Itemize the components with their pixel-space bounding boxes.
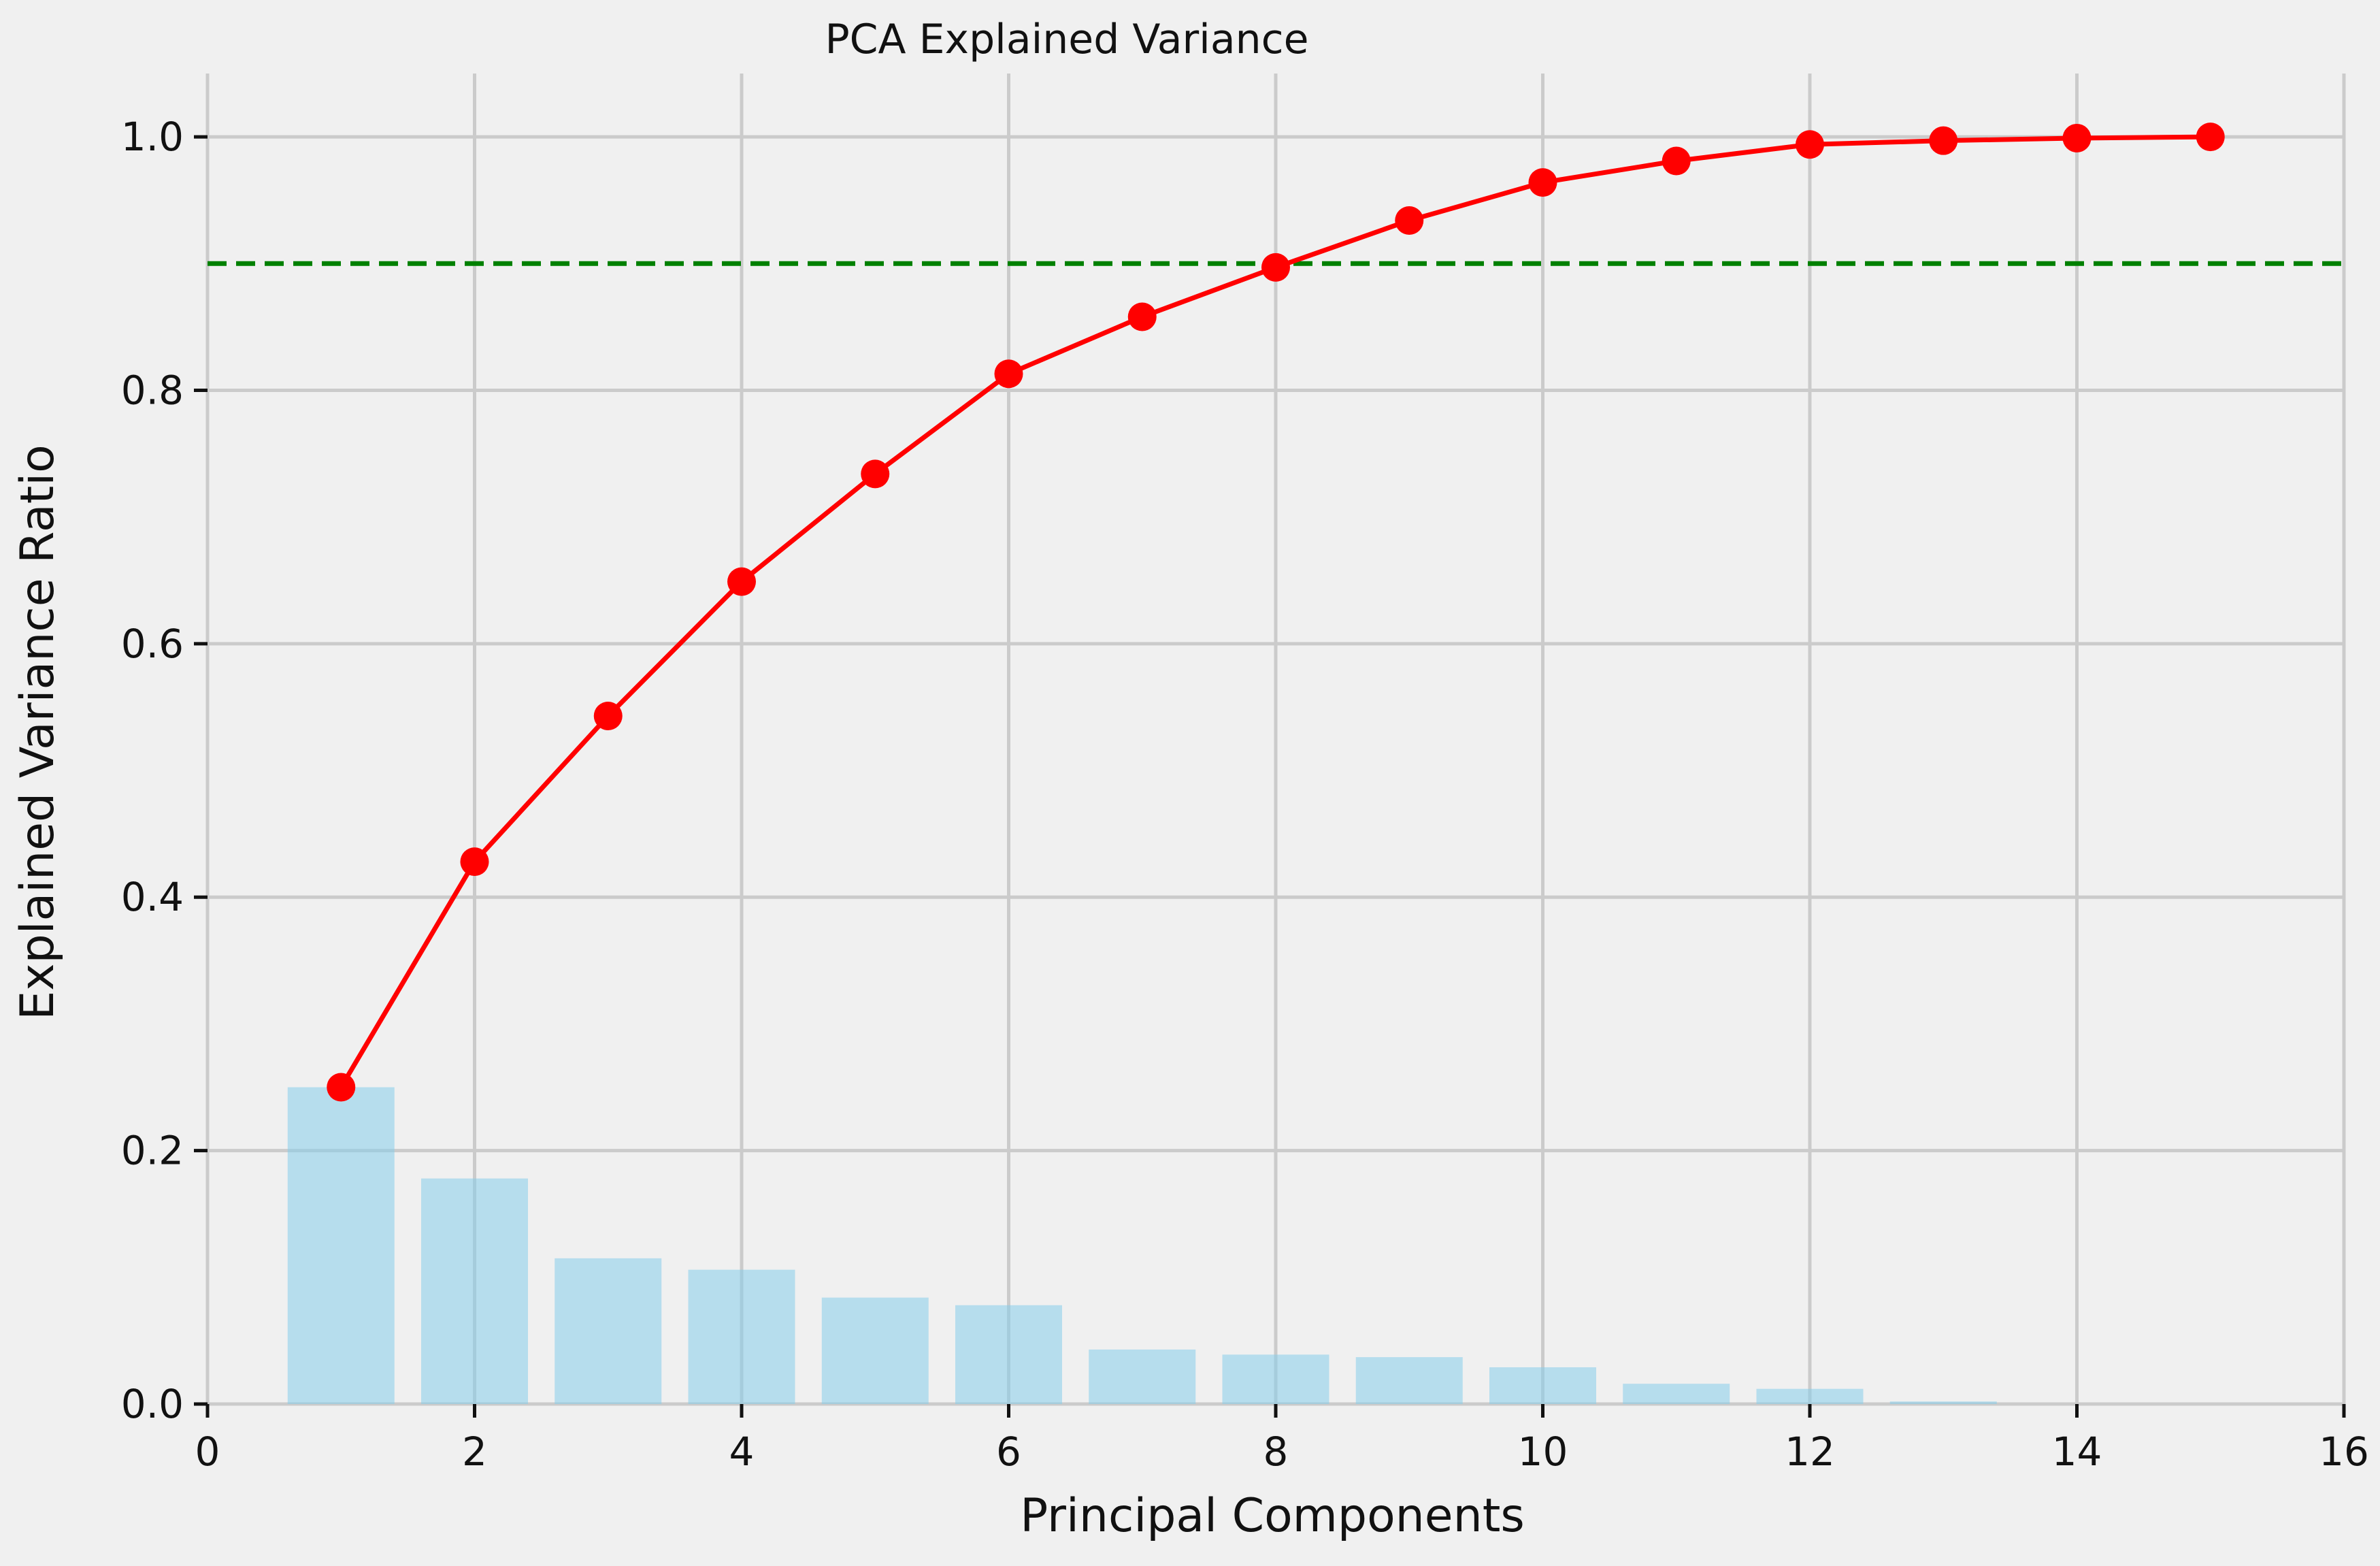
variance-bar: [1089, 1349, 1196, 1404]
cumulative-point: [1929, 126, 1958, 155]
x-tick-label: 0: [195, 1429, 220, 1475]
cumulative-point: [1528, 168, 1557, 197]
y-tick-label: 0.4: [121, 874, 184, 920]
cumulative-point: [861, 459, 890, 489]
cumulative-point: [1261, 252, 1290, 282]
grid-layer: [205, 74, 2346, 1406]
x-tick-label: 14: [2052, 1429, 2102, 1475]
y-axis-title: Explained Variance Ratio: [11, 444, 65, 1019]
variance-bar: [1489, 1367, 1596, 1404]
x-tick-label: 6: [996, 1429, 1021, 1475]
cumulative-point: [2062, 123, 2092, 152]
x-tick-label: 12: [1785, 1429, 1835, 1475]
variance-bar: [1623, 1384, 1730, 1404]
variance-bar: [1756, 1388, 1864, 1404]
variance-bar: [688, 1269, 795, 1404]
cumulative-point: [460, 847, 489, 877]
cumulative-point: [327, 1073, 356, 1102]
cumulative-point: [1796, 130, 1824, 159]
variance-bar: [1355, 1357, 1463, 1404]
cumulative-point: [1395, 206, 1424, 235]
y-tick-label: 0.2: [121, 1128, 184, 1174]
cumulative-point: [2196, 123, 2225, 152]
x-tick-label: 10: [1518, 1429, 1568, 1475]
y-tick-label: 0.0: [121, 1381, 184, 1427]
line-layer: [327, 123, 2225, 1102]
bar-layer: [287, 1087, 1997, 1404]
variance-bar: [287, 1087, 395, 1404]
x-tick-label: 8: [1263, 1429, 1289, 1475]
x-tick-label: 4: [729, 1429, 755, 1475]
variance-bar: [955, 1305, 1062, 1404]
y-tick-label: 1.0: [121, 114, 184, 160]
y-tick-label: 0.8: [121, 367, 184, 413]
variance-bar: [421, 1178, 528, 1404]
x-tick-label: 2: [462, 1429, 487, 1475]
variance-bar: [555, 1258, 662, 1404]
cumulative-point: [994, 359, 1023, 389]
y-tick-label: 0.6: [121, 621, 184, 667]
cumulative-point: [1662, 146, 1691, 176]
cumulative-point: [593, 701, 623, 730]
variance-bar: [1222, 1354, 1329, 1404]
x-axis-title: Principal Components: [1020, 1489, 1525, 1543]
variance-bar: [821, 1297, 929, 1404]
cumulative-point: [727, 567, 756, 596]
tick-layer: 0 2 4 6 8 10 12 14 16 0.0 0.2 0.4 0.6 0.8 1.0: [121, 114, 2369, 1475]
variance-bar: [1889, 1401, 1997, 1404]
cumulative-point: [1127, 302, 1157, 331]
x-tick-label: 16: [2319, 1429, 2369, 1475]
chart-title: PCA Explained Variance: [825, 16, 1308, 63]
